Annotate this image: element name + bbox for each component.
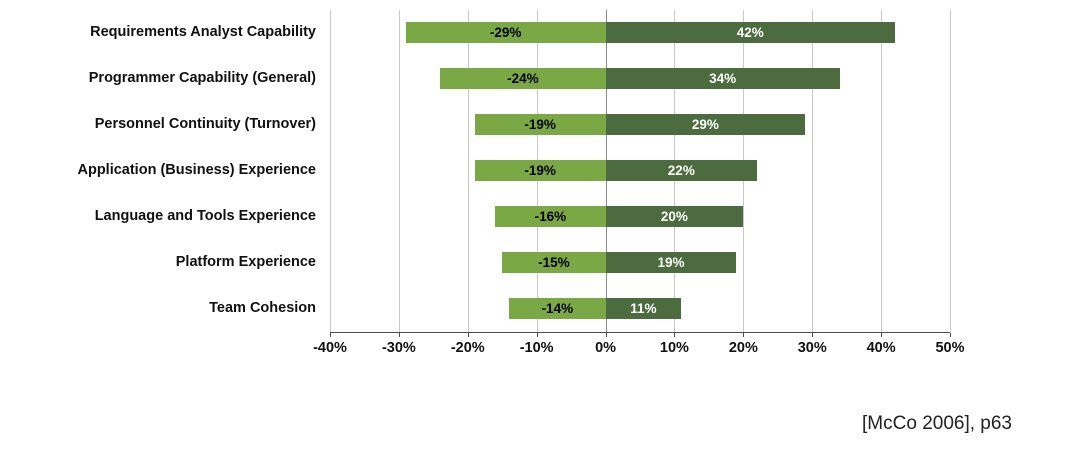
gridline bbox=[812, 10, 814, 332]
positive-bar: 19% bbox=[605, 252, 737, 273]
tick-mark bbox=[950, 333, 951, 337]
bar-row: -29% 42% bbox=[330, 10, 950, 56]
bar-row: -24% 34% bbox=[330, 56, 950, 102]
positive-bar: 20% bbox=[605, 206, 744, 227]
bar-row: -14% 11% bbox=[330, 286, 950, 332]
tick-label: 50% bbox=[935, 340, 965, 356]
tick-mark bbox=[398, 333, 400, 337]
plot-area: -29% 42% -24% 34% -19% 29% -19% 22% -16% 20% -15% 1… bbox=[330, 10, 951, 333]
positive-bar: 11% bbox=[605, 298, 682, 319]
positive-bar-label: 19% bbox=[657, 255, 685, 270]
negative-bar: -24% bbox=[440, 68, 606, 89]
tick-label: 0% bbox=[595, 340, 617, 356]
tick-label: 30% bbox=[797, 340, 827, 356]
negative-bar-label: -29% bbox=[489, 25, 522, 40]
category-label: Team Cohesion bbox=[209, 300, 316, 317]
bar-chart: Requirements Analyst Capability Programme… bbox=[0, 10, 965, 363]
gridline bbox=[467, 10, 469, 332]
negative-bar-label: -16% bbox=[534, 209, 567, 224]
positive-bar: 34% bbox=[605, 68, 840, 89]
negative-bar: -19% bbox=[474, 160, 606, 181]
positive-bar-label: 22% bbox=[667, 163, 695, 178]
gridline bbox=[330, 10, 331, 332]
tick-mark bbox=[743, 333, 745, 337]
bar-row: -16% 20% bbox=[330, 194, 950, 240]
positive-bar-label: 34% bbox=[709, 71, 737, 86]
bar-rows: -29% 42% -24% 34% -19% 29% -19% 22% -16% 20% -15% 1… bbox=[330, 10, 950, 332]
x-axis: -40% -30% -20% -10% 0% 10% 20% 30% 40% 50% bbox=[313, 333, 965, 363]
category-label: Language and Tools Experience bbox=[94, 208, 316, 225]
negative-bar-label: -19% bbox=[524, 117, 556, 132]
bar-row: -19% 22% bbox=[330, 148, 950, 194]
tick-mark bbox=[812, 333, 814, 337]
citation-text: [McCo 2006], p63 bbox=[862, 413, 1012, 434]
category-labels-column: Requirements Analyst Capability Programme… bbox=[0, 10, 330, 333]
negative-bar-label: -15% bbox=[538, 255, 570, 270]
positive-bar: 42% bbox=[605, 22, 895, 43]
negative-bar: -14% bbox=[509, 298, 606, 319]
tick-mark bbox=[536, 333, 538, 337]
tick-mark bbox=[330, 333, 331, 337]
negative-bar: -29% bbox=[405, 22, 606, 43]
chart-body: Requirements Analyst Capability Programme… bbox=[0, 10, 951, 333]
axis-spacer bbox=[0, 333, 330, 363]
tick-label: 10% bbox=[659, 340, 689, 356]
tick-label: -10% bbox=[519, 340, 554, 356]
positive-bar-label: 11% bbox=[630, 301, 657, 316]
category-label: Requirements Analyst Capability bbox=[90, 24, 316, 41]
category-label: Programmer Capability (General) bbox=[88, 70, 316, 87]
positive-bar: 29% bbox=[605, 114, 806, 135]
tick-mark bbox=[674, 333, 676, 337]
positive-bar-label: 29% bbox=[691, 117, 719, 132]
tick-mark bbox=[881, 333, 883, 337]
positive-bar-label: 42% bbox=[736, 25, 764, 40]
gridline bbox=[398, 10, 400, 332]
negative-bar-label: -24% bbox=[507, 71, 539, 86]
category-label: Platform Experience bbox=[175, 254, 316, 271]
category-label: Personnel Continuity (Turnover) bbox=[94, 116, 316, 133]
negative-bar-label: -14% bbox=[541, 301, 574, 316]
tick-mark bbox=[467, 333, 469, 337]
tick-label: -20% bbox=[450, 340, 485, 356]
gridline bbox=[950, 10, 951, 332]
negative-bar: -15% bbox=[502, 252, 606, 273]
negative-bar-label: -19% bbox=[524, 163, 556, 178]
negative-bar: -19% bbox=[474, 114, 606, 135]
tick-label: -40% bbox=[313, 340, 347, 356]
x-axis-row: -40% -30% -20% -10% 0% 10% 20% 30% 40% 50% bbox=[0, 333, 965, 363]
negative-bar: -16% bbox=[495, 206, 606, 227]
category-label: Application (Business) Experience bbox=[77, 162, 316, 179]
positive-bar: 22% bbox=[605, 160, 758, 181]
tick-label: -30% bbox=[381, 340, 416, 356]
bar-row: -19% 29% bbox=[330, 102, 950, 148]
tick-mark bbox=[605, 333, 607, 337]
bar-row: -15% 19% bbox=[330, 240, 950, 286]
positive-bar-label: 20% bbox=[660, 209, 688, 224]
tick-label: 20% bbox=[728, 340, 758, 356]
tick-label: 40% bbox=[866, 340, 896, 356]
gridline bbox=[881, 10, 883, 332]
